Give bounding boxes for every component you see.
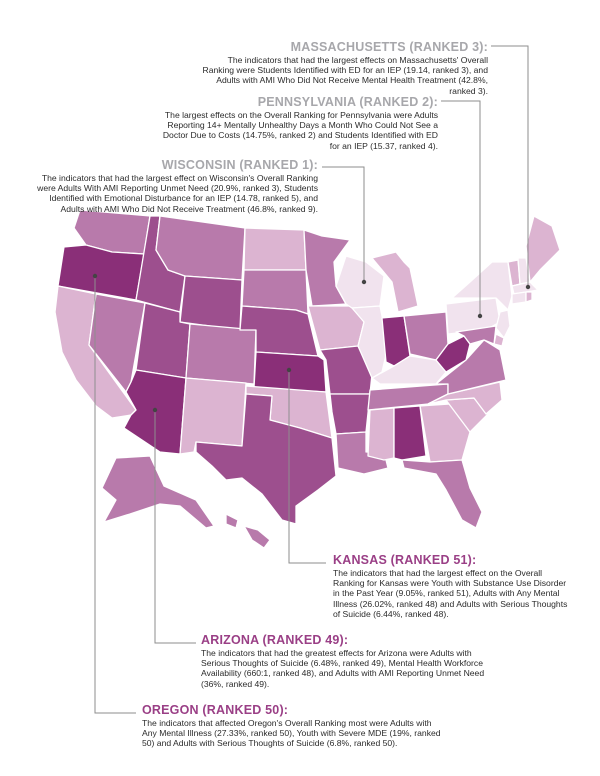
- state-MT: [155, 215, 246, 281]
- state-CT: [511, 291, 527, 305]
- wisconsin-body: The indicators that had the largest effe…: [37, 173, 318, 214]
- state-VA: [435, 339, 507, 395]
- state-MD: [455, 325, 497, 345]
- massachusetts-body: The indicators that had the largest effe…: [202, 55, 488, 96]
- callout-pennsylvania: PENNSYLVANIA (RANKED 2): The largest eff…: [160, 95, 438, 151]
- marker-kansas: [286, 367, 292, 373]
- arizona-title: ARIZONA (RANKED 49):: [201, 633, 349, 647]
- wisconsin-title: WISCONSIN (RANKED 1):: [161, 158, 318, 172]
- marker-oregon: [92, 273, 98, 279]
- leader-wisconsin: [322, 166, 365, 282]
- leader-arizona: [154, 410, 196, 644]
- callout-wisconsin: WISCONSIN (RANKED 1): The indicators tha…: [28, 158, 318, 214]
- state-GA: [419, 403, 471, 463]
- state-MS: [367, 407, 395, 461]
- oregon-title: OREGON (RANKED 50):: [142, 703, 289, 717]
- callout-arizona: ARIZONA (RANKED 49): The indicators that…: [201, 633, 501, 689]
- state-RI: [525, 291, 533, 303]
- marker-pennsylvania: [477, 313, 483, 319]
- oregon-body: The indicators that affected Oregon's Ov…: [142, 718, 441, 749]
- state-NY: [451, 261, 513, 311]
- callout-oregon: OREGON (RANKED 50): The indicators that …: [142, 703, 442, 749]
- marker-arizona: [152, 407, 158, 413]
- marker-wisconsin: [361, 279, 367, 285]
- state-AK: [101, 455, 215, 529]
- state-NM: [179, 377, 247, 455]
- state-CO: [185, 323, 257, 385]
- state-WY: [179, 275, 243, 331]
- state-AL: [393, 405, 427, 461]
- state-AR: [329, 393, 371, 435]
- state-ME: [525, 215, 561, 283]
- arizona-body: The indicators that had the greatest eff…: [201, 648, 485, 689]
- state-HI: [225, 513, 271, 549]
- leader-oregon: [94, 276, 136, 714]
- state-ND: [243, 227, 307, 271]
- state-MI: [371, 251, 419, 313]
- marker-massachusetts: [525, 284, 531, 290]
- pennsylvania-title: PENNSYLVANIA (RANKED 2):: [257, 95, 438, 109]
- state-NJ: [495, 309, 511, 339]
- callout-massachusetts: MASSACHUSETTS (RANKED 3): The indicators…: [200, 40, 488, 96]
- callout-kansas: KANSAS (RANKED 51): The indicators that …: [333, 553, 573, 619]
- kansas-title: KANSAS (RANKED 51):: [333, 553, 477, 567]
- leader-pennsylvania: [441, 100, 481, 316]
- state-KS: [253, 351, 327, 393]
- state-FL: [401, 459, 483, 529]
- leader-kansas: [288, 370, 326, 564]
- state-MA: [511, 281, 539, 295]
- massachusetts-title: MASSACHUSETTS (RANKED 3):: [290, 40, 488, 54]
- kansas-body: The indicators that had the largest effe…: [333, 568, 568, 619]
- leader-massachusetts: [491, 45, 529, 287]
- pennsylvania-body: The largest effects on the Overall Ranki…: [162, 110, 438, 151]
